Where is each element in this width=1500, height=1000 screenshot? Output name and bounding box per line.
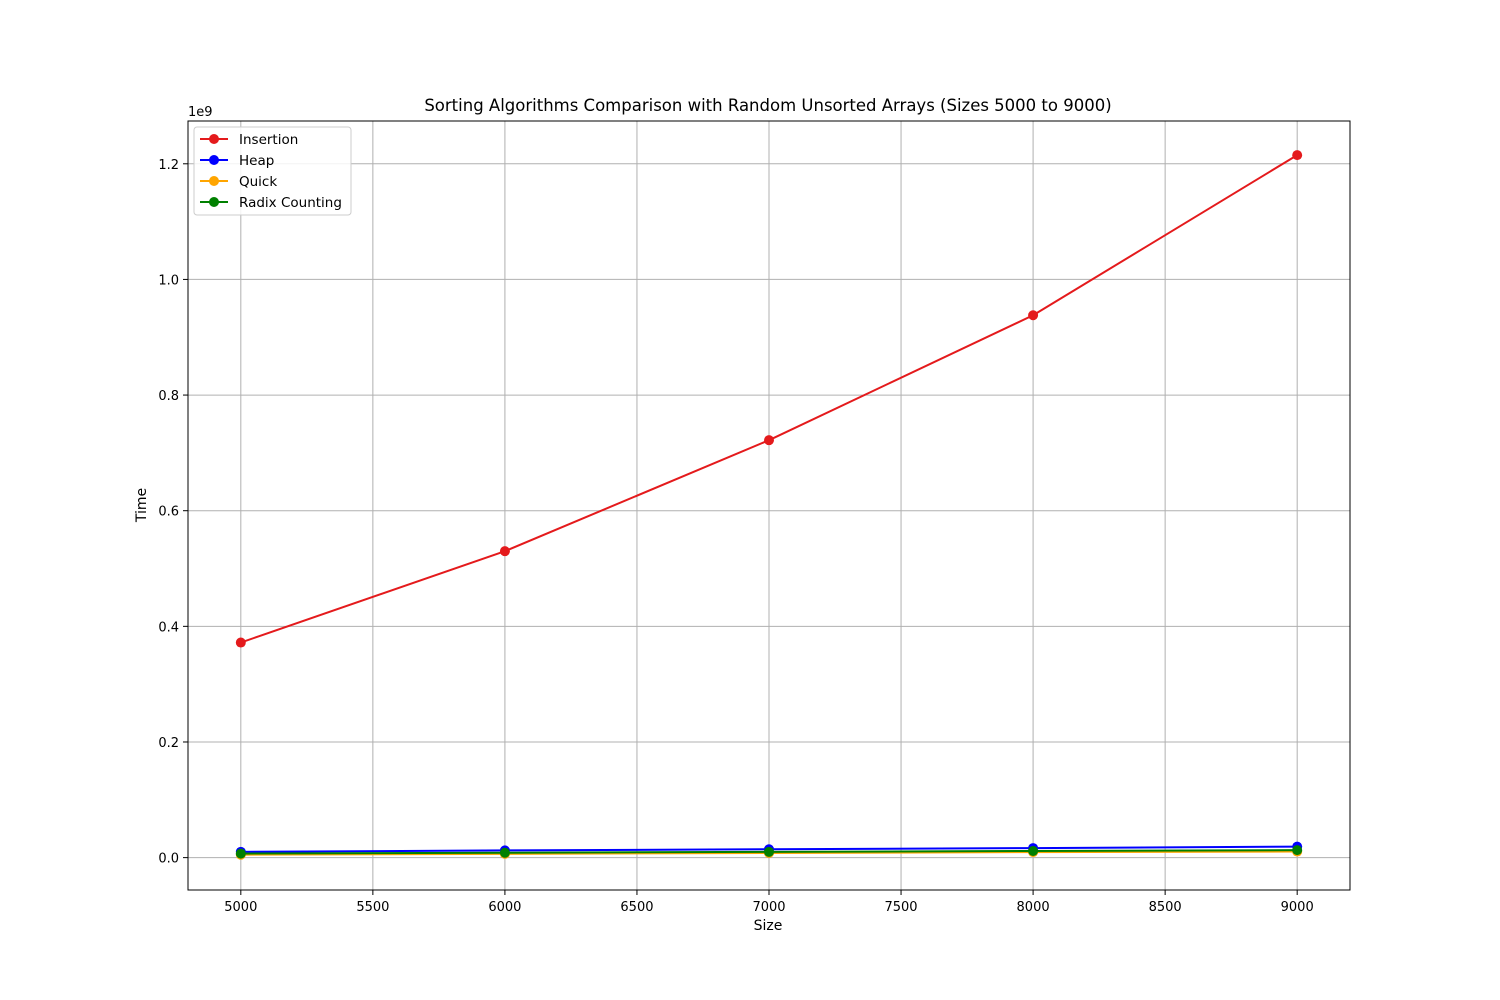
series-layer bbox=[235, 150, 1303, 860]
y-tick-label: 1.0 bbox=[158, 273, 179, 288]
y-tick-label: 0.2 bbox=[158, 736, 179, 751]
legend-label: Radix Counting bbox=[239, 195, 342, 211]
legend-item: Heap bbox=[200, 153, 274, 169]
data-point-radix-counting bbox=[1028, 845, 1039, 856]
x-axis: 5000 5500 6000 6500 7000 7500 8000 8500 9000 bbox=[224, 890, 1314, 915]
x-tick-label: 6500 bbox=[620, 900, 653, 915]
series-insertion bbox=[235, 150, 1303, 648]
legend-label: Quick bbox=[239, 174, 277, 190]
data-point-radix-counting bbox=[1292, 845, 1303, 856]
y-tick-label: 0.8 bbox=[158, 389, 179, 404]
series-radix-counting bbox=[235, 845, 1303, 859]
data-point-radix-counting bbox=[235, 848, 246, 859]
data-point-insertion bbox=[1292, 150, 1303, 161]
y-tick-label: 1.2 bbox=[158, 158, 179, 173]
x-tick-label: 8500 bbox=[1149, 900, 1182, 915]
data-point-radix-counting bbox=[764, 846, 774, 857]
data-point-insertion bbox=[764, 435, 774, 446]
x-tick-label: 9000 bbox=[1281, 900, 1314, 915]
y-axis: 0.0 0.2 0.4 0.6 0.8 1.0 1.2 bbox=[158, 158, 188, 867]
legend-swatch-marker bbox=[209, 134, 219, 144]
data-point-insertion bbox=[235, 637, 246, 648]
data-point-radix-counting bbox=[499, 847, 510, 858]
legend-label: Insertion bbox=[239, 132, 298, 148]
legend-swatch-marker bbox=[209, 155, 219, 165]
legend-item: Radix Counting bbox=[200, 195, 342, 211]
x-tick-label: 8000 bbox=[1017, 900, 1050, 915]
x-axis-label: Size bbox=[754, 918, 783, 934]
legend-item: Insertion bbox=[200, 132, 298, 148]
x-tick-label: 7000 bbox=[752, 900, 785, 915]
x-tick-label: 5000 bbox=[224, 900, 257, 915]
x-tick-label: 7500 bbox=[884, 900, 917, 915]
legend-swatch-marker bbox=[209, 176, 219, 186]
legend: Insertion Heap Quick Radix Counting bbox=[193, 126, 352, 216]
data-point-insertion bbox=[499, 546, 510, 557]
data-point-insertion bbox=[1028, 310, 1039, 321]
y-tick-label: 0.6 bbox=[158, 505, 179, 520]
y-tick-label: 0.4 bbox=[158, 620, 179, 635]
legend-swatch-marker bbox=[209, 197, 219, 207]
legend-label: Heap bbox=[239, 153, 274, 169]
y-tick-label: 0.0 bbox=[158, 852, 179, 867]
legend-box bbox=[193, 126, 352, 216]
y-axis-label: Time bbox=[134, 488, 150, 523]
x-tick-label: 5500 bbox=[356, 900, 389, 915]
y-offset-label: 1e9 bbox=[188, 105, 213, 120]
x-tick-label: 6000 bbox=[488, 900, 521, 915]
chart-title: Sorting Algorithms Comparison with Rando… bbox=[424, 96, 1111, 115]
legend-item: Quick bbox=[200, 174, 277, 190]
